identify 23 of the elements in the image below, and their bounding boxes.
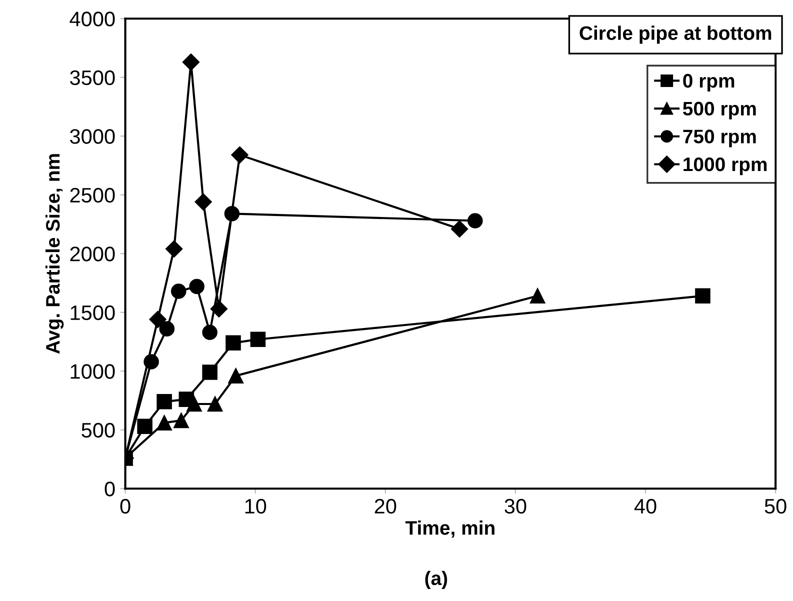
y-tick-label: 3000 — [70, 129, 115, 144]
x-tick-label: 10 — [245, 498, 266, 514]
y-tick-label: 3500 — [70, 70, 115, 86]
legend-label: 0 rpm — [683, 74, 734, 92]
y-axis-title: Avg. Particle Size, nm — [45, 154, 64, 354]
x-tick-label: 40 — [634, 498, 656, 514]
text: (a) — [425, 570, 448, 589]
y-tick-label: 500 — [82, 422, 115, 438]
y-tick-label: 2000 — [70, 246, 115, 262]
legend-label: 750 rpm — [683, 130, 756, 148]
x-tick-label: 0 — [120, 498, 130, 514]
x-tick-label: 30 — [504, 498, 526, 514]
legend-title: Circle pipe at bottom — [580, 26, 772, 44]
legend-label: 500 rpm — [682, 102, 756, 120]
y-tick-label: 0 — [104, 482, 115, 496]
x-axis-title: Time, min — [405, 520, 494, 538]
y-tick-label: 1500 — [70, 305, 115, 320]
y-tick-label: 2500 — [70, 188, 115, 203]
x-tick-label: 50 — [764, 498, 786, 514]
y-tick-label: 1000 — [70, 364, 115, 379]
legend-label: 1000 rpm — [684, 157, 767, 176]
x-tick-label: 20 — [374, 498, 396, 514]
y-tick-label: 4000 — [70, 12, 115, 26]
